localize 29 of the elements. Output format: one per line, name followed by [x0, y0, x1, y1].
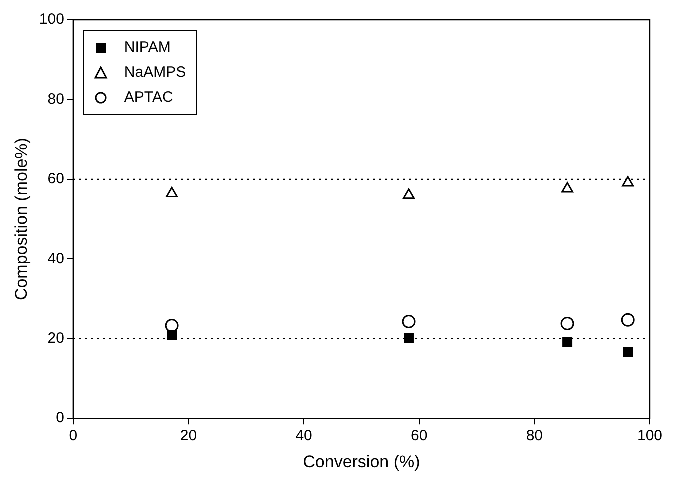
y-tick-label: 80 — [48, 90, 64, 108]
x-tick-label: 60 — [411, 428, 428, 445]
point — [166, 187, 178, 198]
y-axis-title: Composition (mole%) — [12, 138, 31, 301]
y-tick-label: 100 — [39, 11, 64, 28]
point — [403, 188, 415, 200]
point — [621, 313, 635, 327]
y-tick-label: 20 — [48, 330, 64, 348]
point — [622, 176, 634, 187]
legend-label: APTAC — [124, 89, 174, 106]
x-tick-label: 40 — [296, 428, 312, 445]
y-tick-label: 0 — [56, 410, 64, 427]
x-tick-label: 100 — [637, 428, 663, 445]
x-tick-label: 80 — [526, 428, 544, 445]
point — [562, 337, 573, 348]
legend-label: NIPAM — [124, 39, 171, 56]
y-tick-label: 60 — [48, 170, 64, 188]
x-tick-label: 20 — [180, 428, 198, 445]
point — [404, 333, 414, 344]
point — [165, 318, 179, 332]
y-tick-label: 40 — [48, 250, 64, 268]
point — [402, 314, 416, 328]
x-axis-title: Conversion (%) — [303, 452, 420, 472]
x-tick-label: 0 — [69, 428, 78, 445]
point — [167, 330, 178, 340]
legend-label: NaAMPS — [124, 64, 186, 81]
point — [560, 316, 574, 330]
point — [562, 182, 574, 193]
point — [623, 347, 634, 358]
